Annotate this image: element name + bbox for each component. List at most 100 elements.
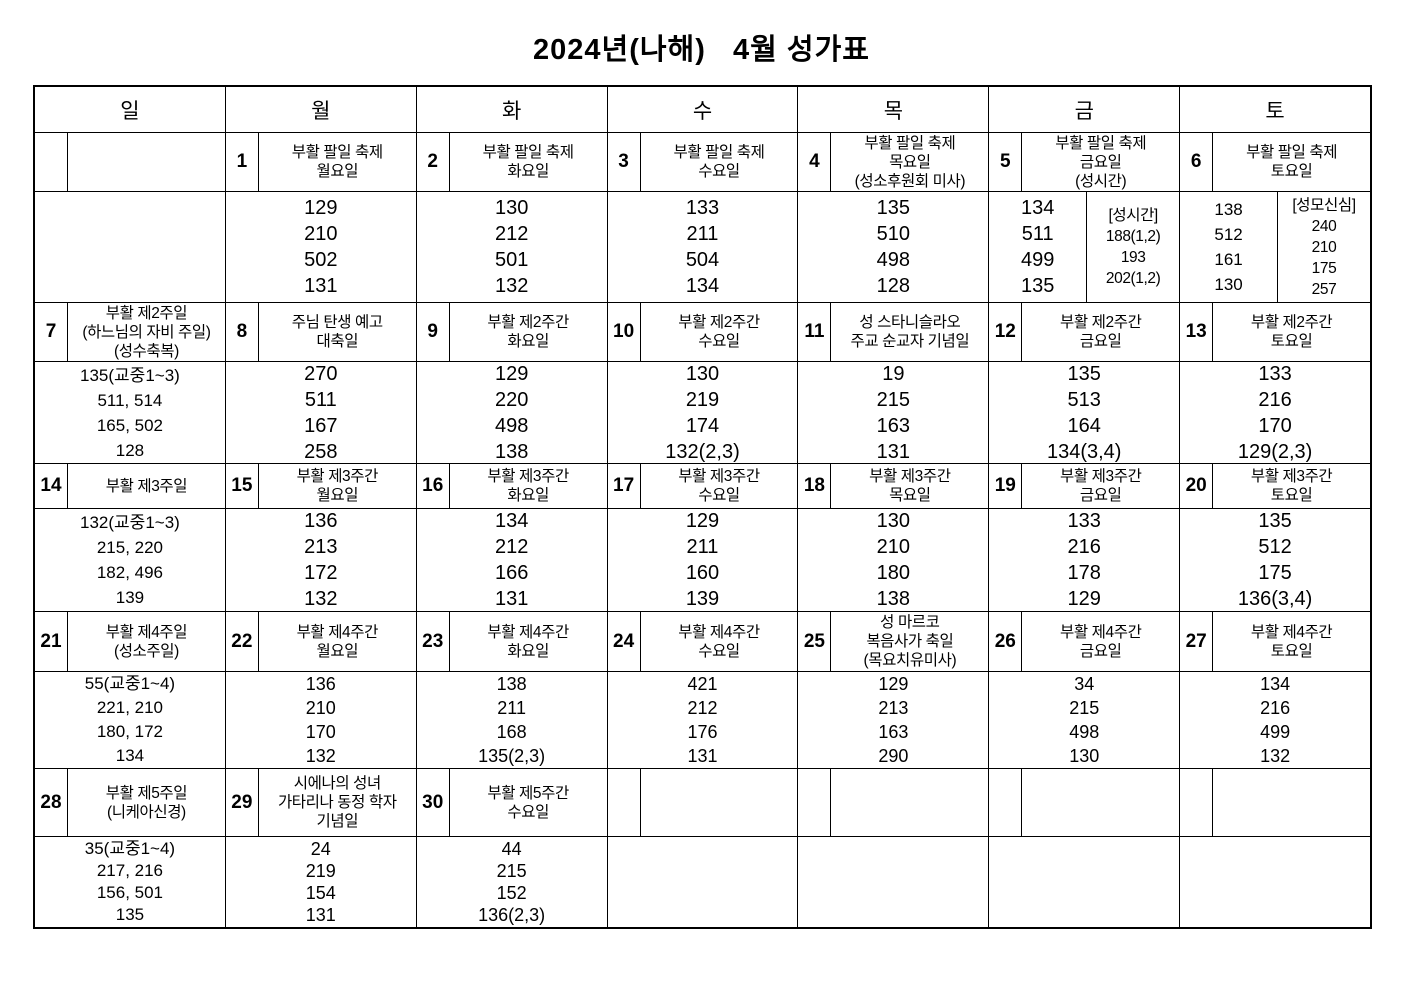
hymn-cell [798,837,990,927]
date-number: 17 [608,464,641,508]
day-cell [798,769,990,836]
hymn-cell: 129 211 160 139 [608,509,799,611]
feast-name: 부활 팔일 축제 목요일 (성소후원회 미사) [854,134,966,190]
feast-name: 부활 팔일 축제 월요일 [291,144,383,180]
feast-name: 성 스타니슬라오 주교 순교자 기념일 [850,314,970,350]
weekday-header-sat: 토 [1265,99,1285,123]
date-row-week5: 28 부활 제5주일 (니케아신경) 29 시에나의 성녀 가타리나 동정 학자… [35,769,1370,837]
day-cell: 2 부활 팔일 축제 화요일 [417,133,608,191]
date-number: 2 [417,133,450,191]
hymn-cell [1180,837,1370,927]
hymn-cell: 129 213 163 290 [798,672,990,768]
day-cell: 30 부활 제5주간 수요일 [417,769,608,836]
hymn-cell: 55(교중1~4) 221, 210 180, 172 134 [35,672,226,768]
weekday-header-mon: 월 [226,87,417,132]
hymn-cell-split-friday: 134 511 499 135 [성시간] 188(1,2) 193 202(1… [989,192,1181,302]
hymn-cell [608,837,799,927]
hymn-cell: 34 215 498 130 [989,672,1181,768]
day-cell: 18 부활 제3주간 목요일 [798,464,990,508]
weekday-header-tue: 화 [417,87,608,132]
feast-name [68,133,225,191]
feast-name: 부활 제2주일 (하느님의 자비 주일) (성수축복) [82,304,211,360]
feast-name: 부활 제2주간 금요일 [1060,314,1142,350]
date-number: 1 [226,133,259,191]
date-number [1180,769,1214,836]
date-number: 30 [417,769,450,836]
feast-name: 부활 제4주일 (성소주일) [105,623,188,660]
day-cell: 13 부활 제2주간 토요일 [1180,303,1370,361]
hymn-cell: 129 210 502 131 [226,192,417,302]
date-number: 11 [798,303,832,361]
hymn-cell [35,192,226,302]
feast-name [641,769,798,836]
day-cell: 15 부활 제3주간 월요일 [226,464,417,508]
feast-name: 부활 제5주간 수요일 [487,784,569,821]
hymn-cell: 130 219 174 132(2,3) [608,362,799,463]
feast-name [1213,769,1370,836]
hymn-cell: 138 211 168 135(2,3) [417,672,608,768]
hymn-list: 134 511 499 135 [1021,197,1055,297]
feast-name: 부활 제4주간 수요일 [678,623,760,660]
date-number: 21 [35,612,68,671]
date-number: 4 [798,133,832,191]
date-number: 9 [417,303,450,361]
hymn-cell: 133 216 178 129 [989,509,1181,611]
feast-name: 부활 제5주일 (니케아신경) [105,784,188,821]
date-number: 8 [226,303,259,361]
feast-name: 부활 제3주간 월요일 [296,468,379,504]
date-number: 27 [1180,612,1214,671]
feast-name: 부활 팔일 축제 금요일 (성시간) [1055,134,1147,190]
feast-name: 부활 제4주간 금요일 [1060,623,1142,660]
hymn-cell: 130 210 180 138 [798,509,990,611]
date-number: 6 [1180,133,1214,191]
day-cell: 25 성 마르코 복음사가 축일 (목요치유미사) [798,612,990,671]
feast-name: 부활 제2주간 화요일 [487,314,569,350]
day-cell: 14 부활 제3주일 [35,464,226,508]
date-number: 26 [989,612,1023,671]
date-row-week1: 1 부활 팔일 축제 월요일 2 부활 팔일 축제 화요일 3 부활 팔일 축제… [35,133,1370,192]
hymn-cell: 135 513 164 134(3,4) [989,362,1181,463]
hymn-row-week3: 132(교중1~3) 215, 220 182, 496 139 136 213… [35,509,1370,612]
weekday-header-sun: 일 [35,87,226,132]
date-number: 23 [417,612,450,671]
feast-name: 부활 팔일 축제 화요일 [482,144,574,180]
date-number: 3 [608,133,641,191]
feast-name: 시에나의 성녀 가타리나 동정 학자 기념일 [277,775,397,830]
feast-name: 부활 제3주간 토요일 [1250,468,1333,504]
feast-name: 부활 제2주간 수요일 [678,314,760,350]
day-cell: 7 부활 제2주일 (하느님의 자비 주일) (성수축복) [35,303,226,361]
day-cell [989,769,1181,836]
weekday-header-row: 일 월 화 수 목 금 토 [35,87,1370,133]
day-cell: 28 부활 제5주일 (니케아신경) [35,769,226,836]
day-cell: 19 부활 제3주간 금요일 [989,464,1181,508]
hymn-cell: 134 212 166 131 [417,509,608,611]
day-cell: 23 부활 제4주간 화요일 [417,612,608,671]
date-number [798,769,832,836]
feast-name: 부활 제4주간 화요일 [487,623,569,660]
feast-name: 부활 제3주간 화요일 [487,468,569,504]
date-number: 7 [35,303,68,361]
hymn-extra-marian-devotion: [성모신심] 240 210 175 257 [1277,192,1370,302]
day-cell: 11 성 스타니슬라오 주교 순교자 기념일 [798,303,990,361]
day-cell [35,133,226,191]
hymn-list: 138 512 161 130 [1214,200,1243,294]
hymn-cell: 135 512 175 136(3,4) [1237,510,1313,610]
feast-name [831,769,988,836]
feast-name: 주님 탄생 예고 대축일 [291,314,383,350]
day-cell: 21 부활 제4주일 (성소주일) [35,612,226,671]
date-number: 20 [1180,464,1214,508]
hymn-cell: 133 211 504 134 [608,192,799,302]
date-number [608,769,641,836]
feast-name: 부활 제3주간 목요일 [869,468,951,504]
date-number: 25 [798,612,832,671]
day-cell: 8 주님 탄생 예고 대축일 [226,303,417,361]
hymn-cell: 136 213 172 132 [226,509,417,611]
day-cell: 10 부활 제2주간 수요일 [608,303,799,361]
day-cell: 17 부활 제3주간 수요일 [608,464,799,508]
feast-name [1022,769,1179,836]
feast-name: 성 마르코 복음사가 축일 (목요치유미사) [863,614,957,669]
day-cell: 6 부활 팔일 축제 토요일 [1180,133,1370,191]
hymn-cell: 135(교중1~3) 511, 514 165, 502 128 [35,362,226,463]
hymn-cell: 134 216 499 132 [1260,674,1291,766]
day-cell: 22 부활 제4주간 월요일 [226,612,417,671]
